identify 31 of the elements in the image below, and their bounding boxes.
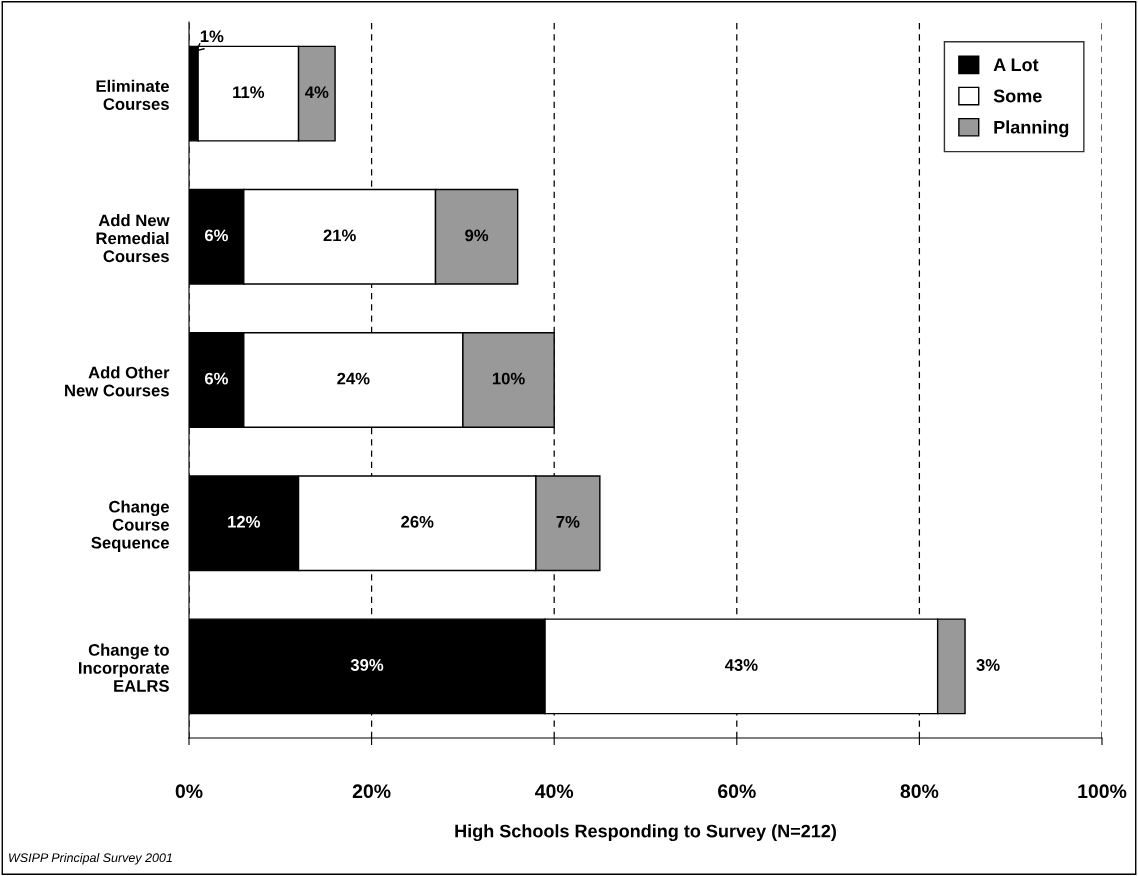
- legend-label: A Lot: [993, 58, 1039, 72]
- legend-label: Some: [993, 89, 1042, 103]
- y-tick-label: Change Course Sequence: [91, 500, 169, 552]
- y-tick-label: Change to Incorporate EALRS: [78, 643, 169, 692]
- data-label: 11%: [233, 86, 265, 99]
- y-tick-label: Add Other New Courses: [65, 366, 170, 397]
- data-label: 43%: [724, 659, 758, 671]
- data-label: 39%: [350, 659, 384, 671]
- data-label: 21%: [323, 229, 356, 242]
- x-tick-label: 0%: [175, 784, 203, 799]
- data-label: 24%: [337, 372, 370, 385]
- text: WSIPP Principal Survey 2001: [9, 852, 172, 865]
- data-label: 12%: [228, 515, 261, 528]
- data-label: 26%: [401, 515, 434, 528]
- data-label: 3%: [976, 659, 1000, 671]
- data-label: 10%: [492, 372, 525, 385]
- x-tick-label: 100%: [1078, 784, 1127, 799]
- x-tick-label: 80%: [900, 784, 939, 799]
- x-tick-label: 20%: [352, 784, 391, 799]
- data-label: 1%: [200, 30, 224, 43]
- data-label: 9%: [465, 229, 489, 242]
- data-label: 4%: [305, 86, 329, 99]
- legend-label: Planning: [994, 120, 1069, 138]
- y-tick-label: Eliminate Courses: [96, 79, 169, 110]
- y-tick-label: Add New Remedial Courses: [96, 214, 170, 263]
- data-label: 7%: [556, 515, 580, 528]
- x-tick-label: 60%: [718, 784, 756, 799]
- data-label: 6%: [204, 372, 228, 385]
- x-tick-label: 40%: [535, 784, 574, 799]
- x-axis-title: High Schools Responding to Survey (N=212): [455, 824, 836, 842]
- data-label: 6%: [204, 229, 228, 242]
